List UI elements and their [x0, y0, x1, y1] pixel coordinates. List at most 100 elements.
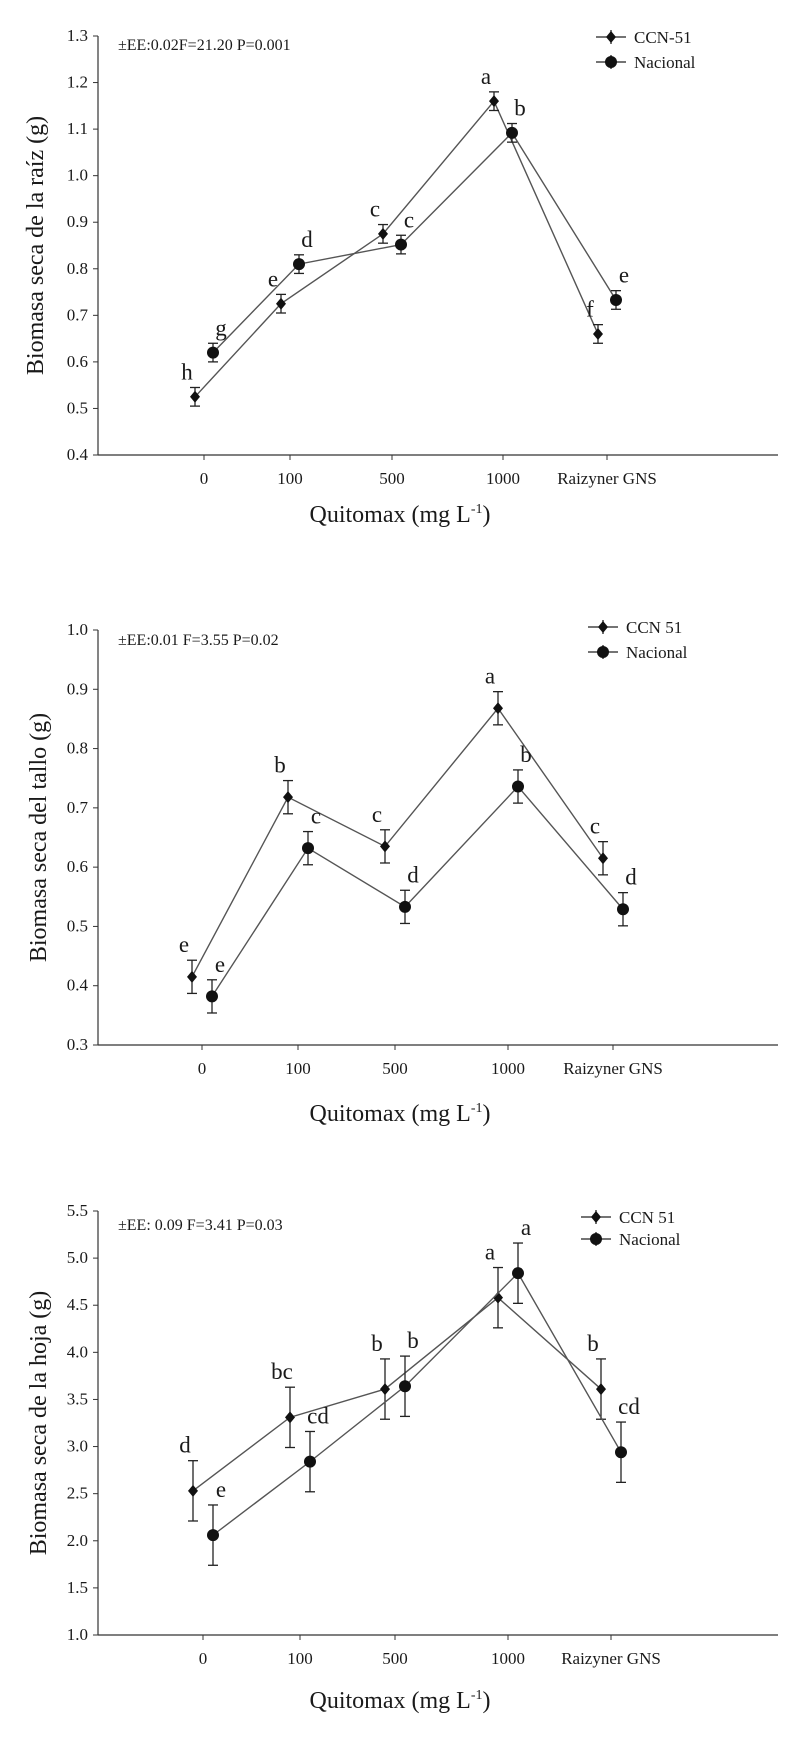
data-point-circle	[506, 126, 518, 139]
series-line-nacional	[212, 131, 617, 354]
x-tick-label: 0	[200, 469, 209, 488]
data-point-diamond	[190, 390, 200, 403]
legend-label: Nacional	[626, 643, 688, 662]
x-tick-label: Raizyner GNS	[561, 1649, 661, 1668]
data-point-circle	[615, 1446, 627, 1459]
data-point-circle	[304, 1455, 316, 1468]
y-tick-label: 0.5	[67, 916, 88, 935]
significance-letter: b	[371, 1331, 383, 1356]
y-tick-label: 0.6	[67, 352, 88, 371]
data-point-circle	[512, 1267, 524, 1280]
y-tick-label: 2.5	[67, 1484, 88, 1503]
legend-marker-circle	[597, 646, 609, 658]
data-point-diamond	[283, 791, 293, 804]
legend-label: CCN 51	[626, 618, 682, 637]
y-tick-label: 5.5	[67, 1201, 88, 1220]
y-tick-label: 1.0	[67, 1625, 88, 1644]
significance-letter: d	[407, 862, 419, 887]
data-point-circle	[206, 990, 218, 1003]
significance-letter: d	[301, 227, 313, 252]
chart-panel-stem: 0.3 0.4 0.5 0.6 0.7 0.8 0.9 1.0 0 100 500 1000 Raizy…	[0, 590, 800, 1178]
data-point-diamond	[276, 297, 286, 310]
x-tick-label: 500	[382, 1649, 408, 1668]
y-tick-label: 1.1	[67, 119, 88, 138]
significance-letter: bc	[271, 1359, 293, 1384]
chart-panel-root: 0.4 0.5 0.6 0.7 0.8 0.9 1.0 1.1 1.2 1.3 0 100 500 100…	[0, 0, 800, 590]
significance-letter: e	[216, 1477, 226, 1502]
data-point-circle	[207, 346, 219, 359]
y-tick-label: 0.7	[67, 305, 89, 324]
data-point-circle	[395, 238, 407, 251]
series-line-nacional	[211, 785, 624, 997]
data-point-diamond	[188, 1484, 198, 1497]
data-point-diamond	[598, 852, 608, 865]
significance-letter: b	[407, 1328, 419, 1353]
y-tick-label: 2.0	[67, 1531, 88, 1550]
series-line-ccn-51	[194, 99, 599, 398]
legend-marker-diamond	[598, 621, 608, 633]
chart-leaf-biomass: 1.0 1.5 2.0 2.5 3.0 3.5 4.0 4.5 5.0 5.5 0 100 500 100…	[26, 1201, 778, 1714]
stat-annotation: ±EE:0.01 F=3.55 P=0.02	[118, 632, 279, 649]
y-tick-label: 0.8	[67, 259, 88, 278]
legend-marker-circle	[590, 1233, 602, 1245]
y-tick-label: 0.6	[67, 857, 88, 876]
significance-letter: c	[372, 802, 382, 827]
y-tick-label: 4.0	[67, 1342, 88, 1361]
significance-letter: c	[404, 207, 414, 232]
significance-letter: d	[179, 1433, 191, 1458]
significance-letter: e	[215, 952, 225, 977]
y-tick-label: 1.3	[67, 26, 88, 45]
data-point-circle	[399, 900, 411, 913]
significance-letter: c	[370, 197, 380, 222]
legend-marker-circle	[605, 56, 617, 68]
series-line-ccn-51	[192, 1296, 602, 1492]
x-tick-label: 1000	[491, 1649, 525, 1668]
data-point-diamond	[380, 1383, 390, 1396]
x-tick-label: Raizyner GNS	[563, 1059, 663, 1078]
significance-letter: a	[485, 664, 495, 689]
legend-marker-diamond	[591, 1211, 601, 1223]
x-tick-label: 100	[277, 469, 303, 488]
x-tick-label: 500	[379, 469, 405, 488]
legend-marker-diamond	[606, 31, 616, 43]
significance-letter: g	[215, 315, 227, 340]
significance-letter: e	[179, 932, 189, 957]
y-tick-label: 3.5	[67, 1389, 88, 1408]
y-axis-title: Biomasa seca de la raíz (g)	[23, 116, 49, 375]
x-axis-title: Quitomax (mg L-1)	[310, 1101, 491, 1127]
significance-letter: b	[520, 742, 532, 767]
data-point-circle	[399, 1380, 411, 1393]
x-tick-label: 1000	[491, 1059, 525, 1078]
data-point-diamond	[187, 970, 197, 983]
data-point-diamond	[593, 327, 603, 340]
y-tick-label: 3.0	[67, 1437, 88, 1456]
data-point-diamond	[596, 1383, 606, 1396]
data-point-circle	[512, 780, 524, 793]
legend-label: CCN-51	[634, 28, 692, 47]
significance-letter: f	[586, 297, 594, 322]
significance-letter: a	[485, 1240, 495, 1265]
y-tick-label: 0.7	[67, 798, 89, 817]
y-tick-label: 1.0	[67, 166, 88, 185]
significance-letter: d	[625, 865, 637, 890]
data-point-circle	[293, 258, 305, 271]
legend-label: CCN 51	[619, 1208, 675, 1227]
y-tick-label: 0.3	[67, 1035, 88, 1054]
significance-letter: b	[587, 1331, 599, 1356]
x-axis-title: Quitomax (mg L-1)	[310, 502, 491, 528]
data-point-diamond	[489, 95, 499, 108]
data-point-diamond	[493, 702, 503, 715]
y-tick-label: 1.2	[67, 73, 88, 92]
significance-letter: c	[590, 814, 600, 839]
significance-letter: c	[311, 804, 321, 829]
chart-panel-leaf: 1.0 1.5 2.0 2.5 3.0 3.5 4.0 4.5 5.0 5.5 0 100 500 100…	[0, 1178, 800, 1759]
data-point-diamond	[380, 840, 390, 853]
legend-label: Nacional	[619, 1230, 681, 1249]
x-tick-label: 1000	[486, 469, 520, 488]
significance-letter: h	[181, 359, 193, 384]
y-tick-label: 0.4	[67, 976, 89, 995]
data-point-circle	[610, 293, 622, 306]
data-point-circle	[302, 842, 314, 855]
data-point-circle	[207, 1529, 219, 1542]
x-axis-title: Quitomax (mg L-1)	[310, 1688, 491, 1714]
